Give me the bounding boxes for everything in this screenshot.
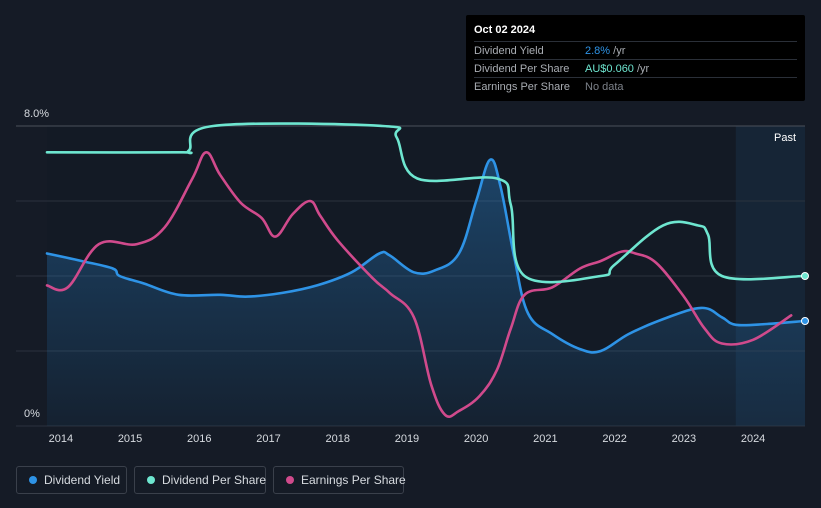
dividend-yield-area — [47, 159, 805, 426]
earnings-per-share-line — [45, 151, 793, 418]
x-tick-label: 2016 — [187, 433, 212, 445]
x-tick-label: 2017 — [256, 433, 281, 445]
dividend-yield-end-point — [801, 317, 809, 325]
tooltip-value: 2.8% /yr — [585, 45, 626, 57]
line-layer — [45, 122, 807, 418]
past-label: Past — [774, 132, 797, 144]
x-tick-label: 2021 — [533, 433, 558, 445]
tooltip-value: AU$0.060 /yr — [585, 63, 650, 75]
area-layer — [47, 159, 805, 426]
legend-dot — [147, 476, 155, 484]
x-tick-label: 2024 — [740, 433, 766, 445]
legend-label: Dividend Yield — [44, 473, 121, 487]
x-tick-label: 2020 — [463, 433, 489, 445]
legend-dividend-yield[interactable]: Dividend Yield — [16, 466, 127, 494]
x-tick-label: 2019 — [394, 433, 420, 445]
dividend-per-share-line — [45, 122, 807, 284]
end-markers — [801, 272, 809, 325]
legend-dividend-per-share[interactable]: Dividend Per Share — [134, 466, 266, 494]
x-tick-label: 2014 — [48, 433, 74, 445]
y-tick-label-bottom: 0% — [24, 408, 40, 420]
legend-label: Earnings Per Share — [301, 473, 406, 487]
dividend-per-share-end-point — [801, 272, 809, 280]
tooltip-label: Earnings Per Share — [474, 81, 570, 93]
legend-dot — [29, 476, 37, 484]
tooltip-row-dividend-per-share: Dividend Per Share AU$0.060 /yr — [474, 59, 797, 78]
legend-label: Dividend Per Share — [162, 473, 267, 487]
tooltip-label: Dividend Per Share — [474, 63, 570, 75]
tooltip: Oct 02 2024 Dividend Yield 2.8% /yr Divi… — [466, 15, 805, 101]
x-tick-label: 2022 — [602, 433, 627, 445]
x-tick-label: 2023 — [671, 433, 697, 445]
y-tick-label-top: 8.0% — [24, 108, 50, 120]
legend-earnings-per-share[interactable]: Earnings Per Share — [273, 466, 406, 494]
x-tick-label: 2015 — [117, 433, 143, 445]
tooltip-label: Dividend Yield — [474, 45, 544, 57]
dividend-yield-line — [45, 158, 807, 354]
x-tick-label: 2018 — [325, 433, 350, 445]
legend-dot — [286, 476, 294, 484]
tooltip-value: No data — [585, 81, 624, 93]
tooltip-row-dividend-yield: Dividend Yield 2.8% /yr — [474, 41, 797, 60]
tooltip-row-earnings-per-share: Earnings Per Share No data — [474, 77, 797, 96]
tooltip-date: Oct 02 2024 — [474, 24, 536, 36]
